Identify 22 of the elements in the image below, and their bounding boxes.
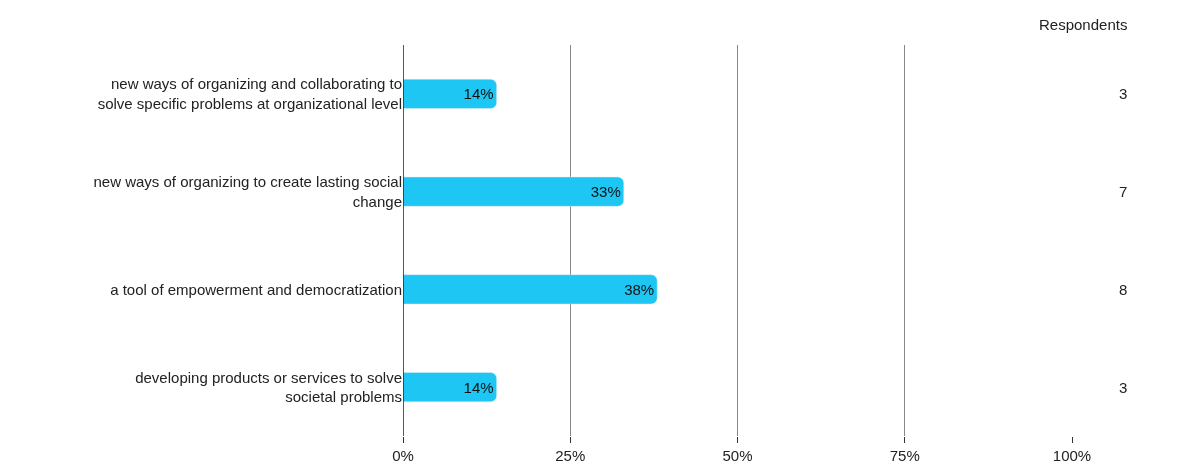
text: Respondents	[1039, 16, 1128, 33]
bar	[403, 372, 497, 403]
text: 3	[1119, 85, 1128, 102]
x-tick-label: 25%	[555, 447, 586, 464]
x-tick-label: 50%	[722, 447, 753, 464]
y-tick-label: new ways of organizing and collaborating to solve specific problems at organizational level	[97, 75, 402, 112]
text: 7	[1119, 183, 1128, 200]
data-label: 38%	[624, 280, 655, 298]
x-tick-label: 100%	[1052, 447, 1092, 464]
x-tick-label: 0%	[392, 447, 414, 464]
y-tick-label: developing products or services to solve societal problems	[135, 368, 402, 406]
y-tick-label: new ways of organizing to create lasting social change	[93, 173, 402, 210]
text: 3	[1119, 379, 1128, 396]
text: 8	[1119, 281, 1128, 298]
bar	[403, 78, 497, 109]
bar	[403, 274, 658, 305]
data-label: 14%	[463, 85, 494, 103]
y-tick-label: a tool of empowerment and democratization	[110, 280, 402, 298]
bar	[403, 176, 625, 207]
data-label: 33%	[590, 183, 621, 201]
x-tick-label: 75%	[889, 447, 920, 464]
data-label: 14%	[463, 378, 494, 396]
